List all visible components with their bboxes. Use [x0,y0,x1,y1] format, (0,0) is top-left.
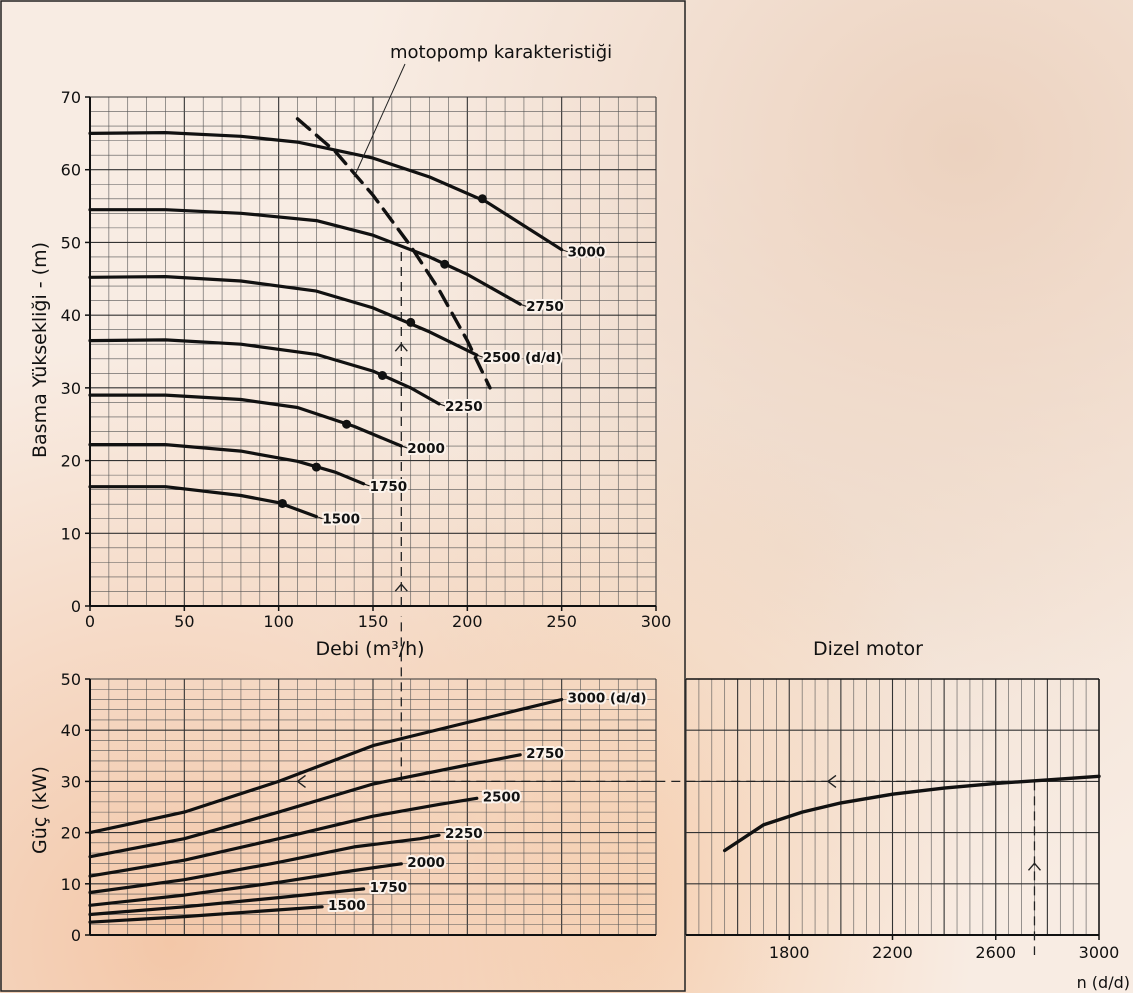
operating-arrow-up [394,583,408,592]
head-y-tick-label: 10 [61,524,81,543]
head-label-leader [316,516,323,520]
head-point-2500 (d/d) [406,317,416,327]
head-x-tick-label: 0 [85,612,95,631]
left-frame [0,0,686,992]
head-label-leader [476,354,483,358]
head-label-leader [401,445,408,449]
head-y-tick-label: 60 [61,161,81,180]
head-label-2750: 2750 [526,299,564,315]
head-curve-2750 [88,208,522,306]
head-label-2500 (d/d): 2500 (d/d) [483,350,562,366]
debi-axis-label: Debi (m³/h) [315,638,424,660]
head-x-tick-label: 200 [452,612,483,631]
rpm-axis-label: n (d/d) [1077,973,1130,992]
head-point-2750 [440,259,450,269]
head-point-2000 [342,419,352,429]
head-label-2250: 2250 [445,399,483,415]
head-curve-2500 (d/d) [88,275,479,357]
power-curve-2250 [88,833,441,895]
power-label-2000: 2000 [407,855,445,871]
head-label-leader [561,249,568,253]
head-y-tick-label: 20 [61,452,81,471]
head-curve-1500 [88,485,318,519]
head-label-leader [438,403,446,407]
head-label-2000: 2000 [407,441,445,457]
head-curve-2000 [88,393,403,448]
diesel-arrow-left [826,774,837,788]
power-y-tick-label: 10 [61,875,81,894]
head-label-leader [520,303,527,307]
power-curve-3000 (d/d) [88,697,564,835]
power-arrow-left [296,774,306,788]
axes [85,96,1100,940]
diesel-power-curve [723,774,1101,853]
head-label-leader [363,483,370,487]
head-label-1500: 1500 [322,512,360,528]
head-y-tick-label: 70 [61,88,81,107]
power-label-3000 (d/d): 3000 (d/d) [568,690,647,706]
power-y-tick-label: 20 [61,824,81,843]
basma-axis-label: Basma Yüksekliği - (m) [29,242,51,458]
head-x-tick-label: 150 [358,612,389,631]
power-label-2250: 2250 [445,826,483,842]
power-y-tick-label: 30 [61,772,81,791]
head-point-1500 [277,498,287,508]
head-point-3000 [477,194,487,204]
power-label-2750: 2750 [526,746,564,762]
diesel-x-tick-label: 2200 [872,943,913,962]
diesel-x-tick-label: 1800 [769,943,810,962]
operating-arrow-up [394,343,408,352]
power-label-1750: 1750 [370,880,408,896]
power-curve-2500 [88,796,479,878]
power-curve-1750 [88,887,366,917]
head-point-2250 [377,370,387,380]
motopomp-annotation: motopomp karakteristiği [390,42,612,63]
head-curve-2250 [88,338,441,406]
head-y-tick-label: 0 [71,597,81,616]
motopomp-leader-line [353,63,406,178]
power-y-tick-label: 40 [61,721,81,740]
head-label-3000: 3000 [568,245,606,261]
power-y-tick-label: 0 [71,926,81,945]
power-curve-2750 [88,753,522,859]
motopomp-characteristic-curve [295,117,492,390]
guc-axis-label: Güç (kW) [29,766,51,854]
head-y-tick-label: 40 [61,306,81,325]
power-label-2500: 2500 [483,789,521,805]
dizel-motor-title: Dizel motor [813,638,923,660]
head-y-tick-label: 50 [61,233,81,252]
head-x-tick-label: 250 [546,612,577,631]
diesel-x-tick-label: 3000 [1079,943,1120,962]
diesel-x-tick-label: 2600 [975,943,1016,962]
head-x-tick-label: 100 [263,612,294,631]
power-y-tick-label: 50 [61,670,81,689]
head-x-tick-label: 50 [174,612,194,631]
power-curve-2000 [88,862,403,907]
head-label-1750: 1750 [370,479,408,495]
power-curve-1500 [88,905,324,924]
head-curve-3000 [88,131,564,252]
head-point-1750 [311,462,321,472]
head-y-tick-label: 30 [61,379,81,398]
grid [89,96,1100,936]
diesel-arrow-up [1027,862,1042,871]
series [88,117,1101,924]
head-curve-1750 [88,443,366,486]
head-x-tick-label: 300 [641,612,672,631]
power-label-1500: 1500 [328,898,366,914]
labels: 0 50 100 150 200 250 3000102030405060700102030… [61,63,1120,962]
guide-lines [296,246,1042,955]
